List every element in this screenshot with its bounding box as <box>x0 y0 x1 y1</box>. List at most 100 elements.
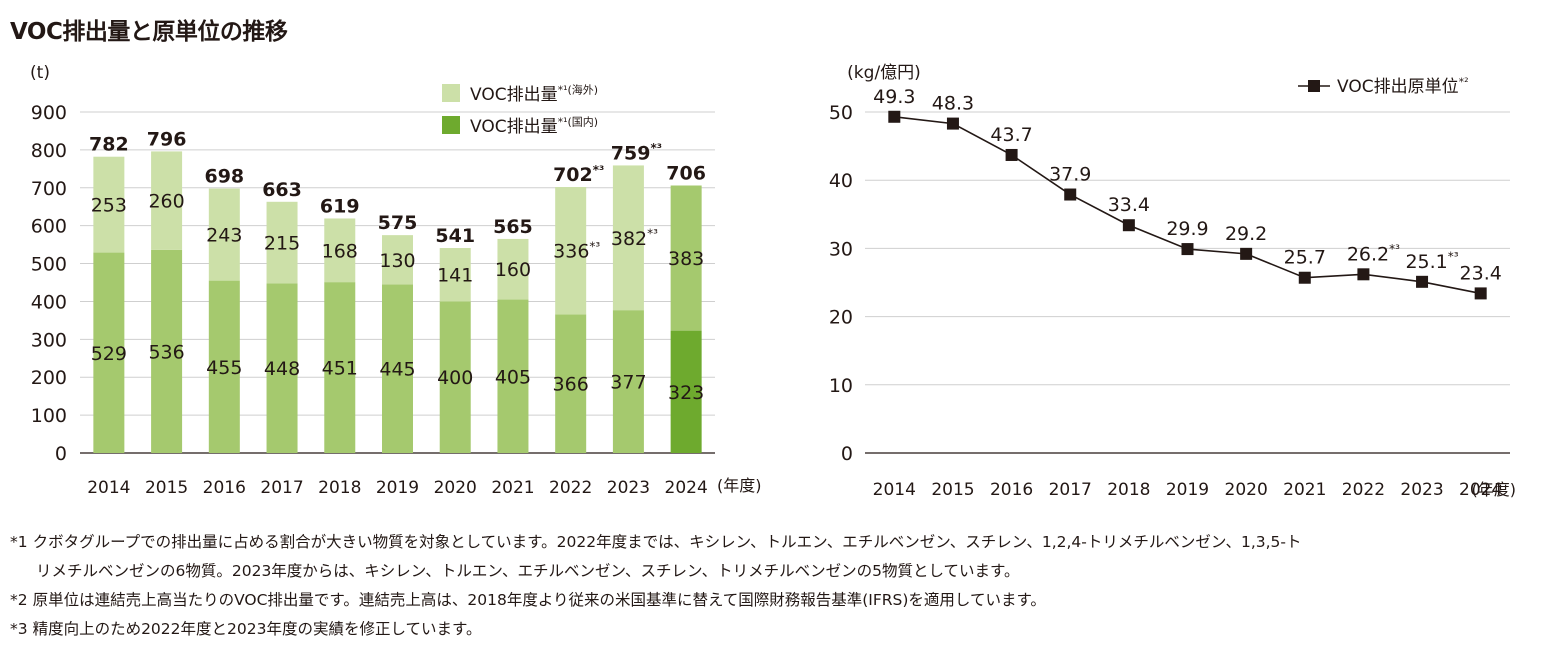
bar-domestic-label: 451 <box>322 358 358 380</box>
bar-chart: 0 100 200 300 400 500 600 700 800 900 (t) 529 253 782… <box>30 63 761 498</box>
bar-legend-label: VOC排出量*¹(国内) <box>470 115 598 137</box>
bar-x-tick-label: 2019 <box>376 478 419 498</box>
line-x-tick-label: 2014 <box>873 480 916 500</box>
line-x-tick-label: 2019 <box>1166 480 1209 500</box>
bar-overseas <box>151 151 183 250</box>
bar-x-tick-label: 2020 <box>434 478 477 498</box>
bar-overseas-label: 336*³ <box>553 239 600 262</box>
bar-y-tick-label: 400 <box>31 291 67 313</box>
bar-domestic-label: 405 <box>495 366 531 388</box>
footnote-1: *1 クボタグループでの排出量に占める割合が大きい物質を対象としています。202… <box>10 528 1545 557</box>
bar-overseas <box>670 185 702 331</box>
bar-domestic <box>151 249 183 453</box>
bar-x-tick-label: 2023 <box>607 478 650 498</box>
line-point-label: 29.2 <box>1225 223 1267 245</box>
line-point <box>1064 188 1077 201</box>
bar-y-tick-label: 200 <box>31 367 67 389</box>
line-y-tick-label: 30 <box>829 238 853 260</box>
bar-overseas-label: 160 <box>495 259 531 281</box>
footnote-2: *2 原単位は連結売上高当たりのVOC排出量です。連結売上高は、2018年度より… <box>10 586 1545 615</box>
bar-overseas <box>93 156 125 253</box>
line-point-label: 33.4 <box>1108 194 1150 216</box>
bar-domestic-label: 529 <box>91 343 127 365</box>
bar-domestic-label: 377 <box>610 372 646 394</box>
footnote-3-mark: *3 <box>10 620 28 638</box>
footnotes: *1 クボタグループでの排出量に占める割合が大きい物質を対象としています。202… <box>10 528 1545 644</box>
line-point <box>1357 268 1370 281</box>
line-x-tick-label: 2018 <box>1107 480 1150 500</box>
bar-domestic <box>670 330 702 453</box>
bar-domestic-label: 536 <box>148 341 184 363</box>
bar-domestic-label: 455 <box>206 357 242 379</box>
bar-total-label: 759*³ <box>611 141 662 164</box>
line-x-tick-label: 2021 <box>1283 480 1326 500</box>
line-chart: 0 10 20 30 40 50 (kg/億円) 49.3 48.3 43.7 37.9 33.4 29… <box>829 63 1516 500</box>
line-point-label: 37.9 <box>1049 164 1091 186</box>
bar-domestic <box>497 299 529 453</box>
bar-y-tick-label: 600 <box>31 216 67 238</box>
bar-overseas-label: 141 <box>437 265 473 287</box>
bar-domestic-label: 366 <box>553 374 589 396</box>
line-x-tick-label: 2022 <box>1342 480 1385 500</box>
bar-legend-swatch <box>442 116 460 134</box>
line-point-label: 43.7 <box>990 124 1032 146</box>
footnote-1-mark: *1 <box>10 533 28 551</box>
line-y-unit: (kg/億円) <box>847 63 921 83</box>
bar-total-label: 575 <box>378 212 418 234</box>
line-point <box>1298 271 1311 284</box>
footnote-3: *3 精度向上のため2022年度と2023年度の実績を修正しています。 <box>10 615 1545 644</box>
bar-overseas <box>497 238 529 300</box>
bar-domestic <box>555 314 587 453</box>
bar-domestic <box>93 252 125 453</box>
line-y-tick-label: 20 <box>829 307 853 329</box>
line-point <box>1181 243 1194 256</box>
line-x-tick-label: 2017 <box>1049 480 1092 500</box>
line-point <box>1240 247 1253 260</box>
line-y-tick-label: 10 <box>829 375 853 397</box>
bar-total-label: 796 <box>147 128 187 150</box>
bar-legend-swatch <box>442 84 460 102</box>
bar-total-label: 619 <box>320 195 360 217</box>
line-legend-marker <box>1308 80 1320 92</box>
bar-x-tick-label: 2021 <box>491 478 534 498</box>
line-x-unit: (年度) <box>1472 480 1517 499</box>
bar-y-unit: (t) <box>30 63 50 83</box>
bar-overseas <box>382 235 413 285</box>
bar-domestic <box>382 284 413 453</box>
bar-y-tick-label: 300 <box>31 329 67 351</box>
line-legend-label: VOC排出原単位*² <box>1337 76 1469 97</box>
bar-overseas-label: 253 <box>91 195 127 217</box>
page-title: VOC排出量と原単位の推移 <box>10 19 288 45</box>
bar-overseas-label: 168 <box>322 240 358 262</box>
line-x-tick-label: 2023 <box>1400 480 1443 500</box>
line-point-label: 23.4 <box>1460 262 1502 284</box>
line-series-path <box>894 115 1481 295</box>
bar-overseas <box>324 218 356 283</box>
line-x-tick-label: 2024 <box>1459 480 1502 500</box>
bar-domestic <box>324 282 356 453</box>
bar-y-tick-label: 700 <box>31 178 67 200</box>
line-point-label: 25.7 <box>1284 247 1326 269</box>
bar-overseas-label: 383 <box>668 248 704 270</box>
bar-domestic-label: 323 <box>668 382 704 404</box>
bar-y-tick-label: 0 <box>55 443 67 465</box>
bar-total-label: 782 <box>89 134 129 156</box>
bar-y-tick-label: 100 <box>31 405 67 427</box>
bar-overseas <box>439 248 471 302</box>
bar-x-tick-label: 2015 <box>145 478 188 498</box>
bar-y-tick-label: 800 <box>31 140 67 162</box>
bar-x-tick-label: 2018 <box>318 478 361 498</box>
bar-domestic <box>208 280 240 453</box>
bar-overseas-label: 243 <box>206 225 242 247</box>
footnote-2-line-1: 原単位は連結売上高当たりのVOC排出量です。連結売上高は、2018年度より従来の… <box>32 591 1046 609</box>
line-x-tick-label: 2015 <box>931 480 974 500</box>
line-point <box>1005 148 1018 161</box>
line-point <box>1416 275 1429 288</box>
line-y-tick-label: 40 <box>829 170 853 192</box>
line-point-label: 29.9 <box>1166 218 1208 240</box>
line-point <box>1474 287 1487 300</box>
line-y-tick-label: 0 <box>841 443 853 465</box>
bar-legend-label: VOC排出量*¹(海外) <box>470 83 598 105</box>
bar-domestic <box>439 301 471 453</box>
bar-overseas-label: 215 <box>264 233 300 255</box>
